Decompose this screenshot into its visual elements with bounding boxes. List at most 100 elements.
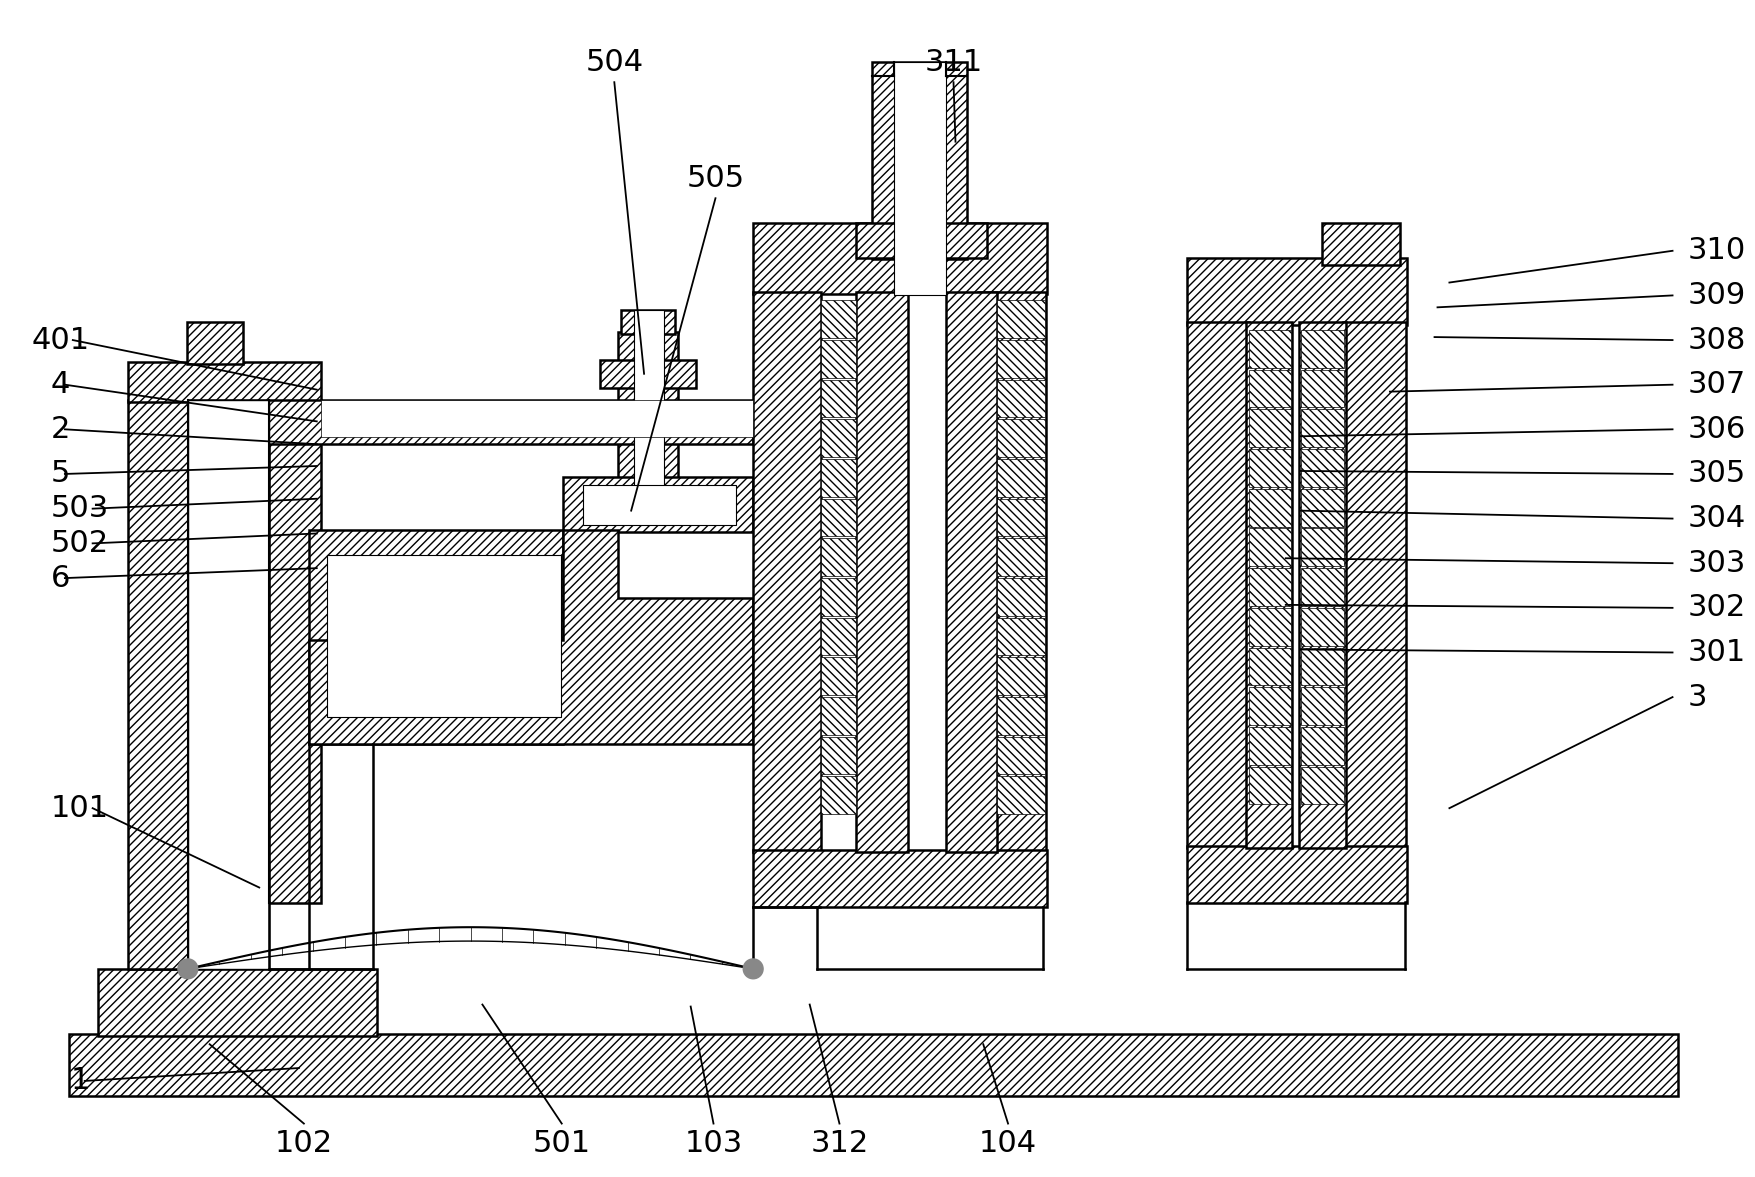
Bar (997, 459, 1044, 497)
Bar (128, 361, 321, 401)
Bar (978, 292, 1046, 852)
Bar (1250, 370, 1290, 407)
Bar (997, 578, 1044, 616)
Text: 306: 306 (1687, 414, 1746, 444)
Bar (1300, 370, 1344, 407)
Bar (997, 380, 1044, 418)
Bar (997, 777, 1044, 814)
Circle shape (177, 959, 198, 979)
Text: 1: 1 (70, 1066, 90, 1096)
Bar (1250, 410, 1290, 447)
Bar (997, 419, 1044, 457)
Bar (309, 531, 563, 744)
Text: 101: 101 (51, 793, 109, 823)
Bar (1323, 222, 1400, 265)
Text: 103: 103 (684, 1129, 742, 1158)
Bar (821, 499, 856, 537)
Bar (1300, 607, 1344, 645)
Bar (1300, 410, 1344, 447)
Bar (1300, 766, 1344, 804)
Text: 504: 504 (584, 48, 644, 77)
Bar (1250, 647, 1290, 685)
Bar (821, 340, 856, 378)
Bar (872, 62, 967, 259)
Text: 503: 503 (51, 494, 109, 523)
Bar (1300, 330, 1344, 368)
Bar (188, 399, 269, 969)
Bar (1250, 450, 1290, 487)
Bar (997, 340, 1044, 378)
Text: 104: 104 (979, 1129, 1037, 1158)
Bar (1186, 258, 1408, 325)
Bar (821, 578, 856, 616)
Text: 304: 304 (1687, 504, 1746, 533)
Bar (1300, 568, 1344, 606)
Text: 5: 5 (51, 459, 70, 488)
Text: 4: 4 (51, 371, 70, 399)
Bar (1300, 488, 1344, 526)
Bar (1250, 330, 1290, 368)
Bar (821, 737, 856, 774)
Bar (856, 222, 988, 258)
Bar (1250, 568, 1290, 606)
Bar (997, 697, 1044, 734)
Bar (1300, 647, 1344, 685)
Bar (563, 477, 753, 532)
Text: 401: 401 (32, 326, 90, 354)
Bar (997, 737, 1044, 774)
Bar (68, 1035, 1678, 1096)
Bar (1250, 687, 1290, 725)
Text: 309: 309 (1687, 281, 1746, 310)
Bar (821, 300, 856, 338)
Text: 302: 302 (1687, 593, 1746, 623)
Bar (1250, 528, 1290, 566)
Bar (821, 380, 856, 418)
Text: 307: 307 (1687, 371, 1746, 399)
Bar (1300, 727, 1344, 765)
Bar (269, 399, 321, 904)
Bar (1343, 322, 1406, 847)
Bar (1250, 766, 1290, 804)
Bar (997, 300, 1044, 338)
Bar (1300, 528, 1344, 566)
Bar (1300, 450, 1344, 487)
Text: 310: 310 (1687, 237, 1746, 265)
Bar (753, 292, 821, 852)
Bar (997, 538, 1044, 576)
Bar (1299, 322, 1346, 847)
Text: 3: 3 (1687, 683, 1708, 712)
Bar (321, 399, 753, 437)
Text: 6: 6 (51, 564, 70, 592)
Bar (98, 969, 377, 1036)
Bar (821, 697, 856, 734)
Bar (821, 538, 856, 576)
Text: 303: 303 (1687, 548, 1746, 578)
Polygon shape (326, 556, 562, 717)
Bar (753, 222, 1046, 294)
Bar (634, 311, 663, 519)
Text: 501: 501 (534, 1129, 591, 1158)
Bar (893, 62, 946, 295)
Bar (600, 360, 695, 387)
Bar (821, 459, 856, 497)
Bar (188, 399, 753, 444)
Bar (583, 485, 737, 525)
Bar (856, 292, 907, 852)
Text: 502: 502 (51, 528, 109, 558)
Bar (1250, 488, 1290, 526)
Bar (1186, 846, 1408, 904)
Bar (997, 658, 1044, 696)
Polygon shape (309, 531, 753, 744)
Bar (997, 618, 1044, 656)
Bar (946, 292, 997, 852)
Bar (128, 399, 188, 969)
Bar (821, 419, 856, 457)
Circle shape (744, 959, 763, 979)
Text: 311: 311 (925, 48, 983, 77)
Text: 305: 305 (1687, 459, 1746, 488)
Bar (1250, 727, 1290, 765)
Bar (1246, 322, 1292, 847)
Bar (997, 499, 1044, 537)
Text: 312: 312 (811, 1129, 869, 1158)
Text: 301: 301 (1687, 638, 1746, 667)
